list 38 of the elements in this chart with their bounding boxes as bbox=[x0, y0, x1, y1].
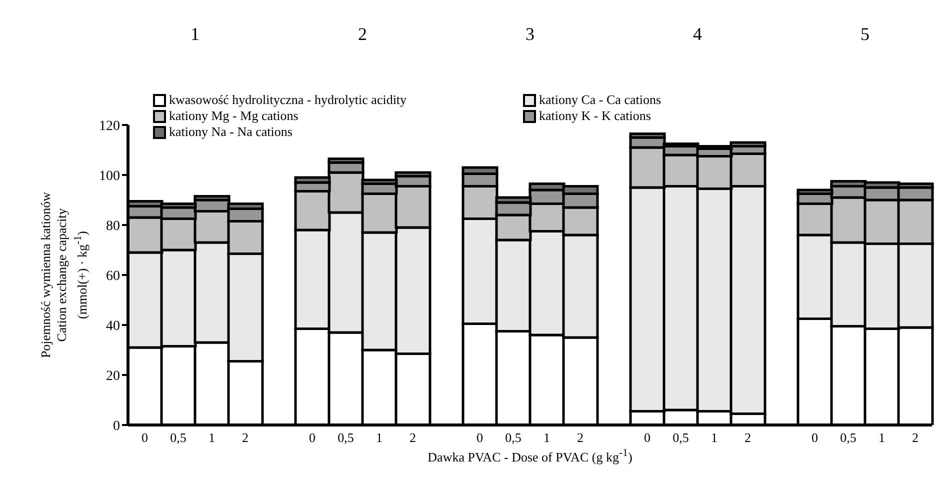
y-tick-label: 80 bbox=[106, 218, 120, 234]
x-tick-label: 2 bbox=[577, 430, 584, 446]
text: 4 bbox=[692, 24, 703, 45]
x-tick-label: 2 bbox=[410, 430, 416, 446]
legend-label: kwasowość hydrolityczna - hydrolytic acidity bbox=[169, 92, 407, 108]
x-tick-label: 2 bbox=[744, 430, 751, 446]
text: 3 bbox=[524, 24, 536, 45]
x-tick-label: 0 bbox=[476, 430, 483, 446]
legend-label: kationy Ca - Ca cations bbox=[539, 92, 662, 108]
x-tick-label: 0 bbox=[644, 430, 650, 446]
text: 1 bbox=[190, 24, 200, 45]
legend-label: kationy Na - Na cations bbox=[169, 124, 292, 140]
y-tick-label: 60 bbox=[106, 268, 120, 284]
x-tick-label: 1 bbox=[711, 430, 718, 446]
x-tick-label: 0 bbox=[309, 430, 316, 446]
x-tick-label: 0 bbox=[142, 430, 148, 446]
text: 5 bbox=[860, 24, 870, 45]
y-tick-label: 20 bbox=[106, 368, 120, 384]
x-tick-label: 0,5 bbox=[505, 430, 522, 446]
y-tick-label: 40 bbox=[106, 318, 120, 334]
x-tick-label: 0,5 bbox=[840, 430, 856, 446]
legend-label: kationy Mg - Mg cations bbox=[169, 108, 298, 124]
x-tick-label: 0,5 bbox=[338, 430, 354, 446]
legend-label: kationy K - K cations bbox=[539, 108, 651, 124]
y-tick-label: 100 bbox=[99, 168, 120, 184]
x-axis-title: Dawka PVAC - Dose of PVAC (g kg$^{-1}$) bbox=[426, 447, 634, 466]
x-tick-label: 2 bbox=[912, 430, 918, 446]
text: 2 bbox=[357, 24, 368, 45]
x-tick-label: 2 bbox=[242, 430, 248, 446]
y-tick-label: 120 bbox=[99, 118, 120, 134]
x-tick-label: 0 bbox=[812, 430, 818, 446]
x-tick-label: 1 bbox=[376, 430, 382, 446]
x-tick-label: 0,5 bbox=[170, 430, 186, 446]
y-tick-label: 0 bbox=[113, 418, 120, 434]
x-tick-label: 0,5 bbox=[672, 430, 689, 446]
x-tick-label: 1 bbox=[878, 430, 885, 446]
x-tick-label: 1 bbox=[544, 430, 550, 446]
x-tick-label: 1 bbox=[208, 430, 215, 446]
